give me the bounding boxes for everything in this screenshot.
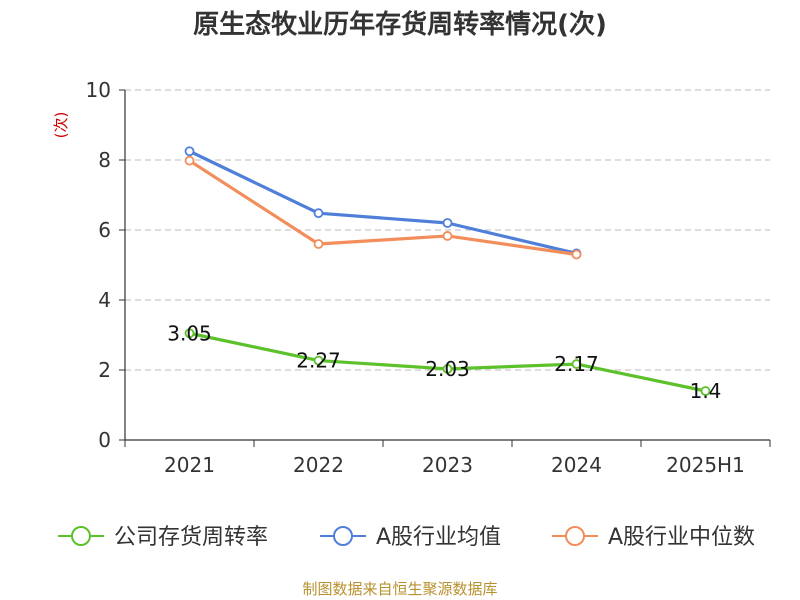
- legend-marker: [71, 526, 91, 546]
- data-point: [313, 208, 324, 219]
- data-labels: 3.05 2.27 2.03 2.17 1.4: [167, 321, 721, 403]
- data-point: [442, 231, 453, 241]
- legend-marker: [333, 526, 353, 546]
- legend-label: A股行业中位数: [608, 525, 755, 550]
- data-point: [313, 239, 324, 249]
- data-point: [571, 359, 582, 369]
- x-tick-label: 2024: [551, 453, 602, 477]
- x-tick-label: 2021: [164, 453, 215, 477]
- series-line: [188, 149, 577, 256]
- data-label: 1.4: [690, 379, 722, 403]
- data-point: [442, 218, 453, 228]
- x-tick-label: 2023: [422, 453, 473, 477]
- y-tick-label: 6: [98, 218, 111, 242]
- y-tick-label: 8: [98, 148, 111, 172]
- x-tick-label: 2025H1: [666, 453, 745, 477]
- y-tick-label: 4: [98, 288, 111, 312]
- source-note: 制图数据来自恒生聚源数据库: [302, 580, 497, 598]
- data-point: [184, 155, 195, 166]
- series-lines: [184, 146, 711, 396]
- data-point: [442, 364, 453, 374]
- legend-label: A股行业均值: [376, 525, 501, 550]
- data-point: [571, 249, 582, 260]
- data-label: 2.27: [296, 349, 341, 373]
- data-label: 2.03: [425, 357, 470, 381]
- x-tick-label: 2022: [293, 453, 344, 477]
- grid-lines: [125, 89, 770, 371]
- y-tick-label: 10: [86, 78, 111, 102]
- y-axis-unit: (次): [52, 112, 70, 139]
- chart-title: 原生态牧业历年存货周转率情况(次): [193, 9, 607, 40]
- data-point: [700, 386, 711, 396]
- x-axis: 2021 2022 2023 2024 2025H1: [124, 439, 771, 477]
- legend: 公司存货周转率 A股行业均值 A股行业中位数: [58, 525, 755, 550]
- data-label: 2.17: [554, 352, 599, 376]
- data-point: [184, 328, 195, 339]
- data-point: [313, 355, 324, 366]
- legend-marker: [565, 526, 585, 546]
- data-label: 3.05: [167, 321, 212, 345]
- y-axis-ticks: 0 2 4 6 8 10: [86, 78, 126, 452]
- y-tick-label: 0: [98, 428, 111, 452]
- legend-label: 公司存货周转率: [114, 525, 268, 550]
- y-tick-label: 2: [98, 358, 111, 382]
- series-line: [188, 159, 577, 257]
- data-point: [184, 146, 195, 157]
